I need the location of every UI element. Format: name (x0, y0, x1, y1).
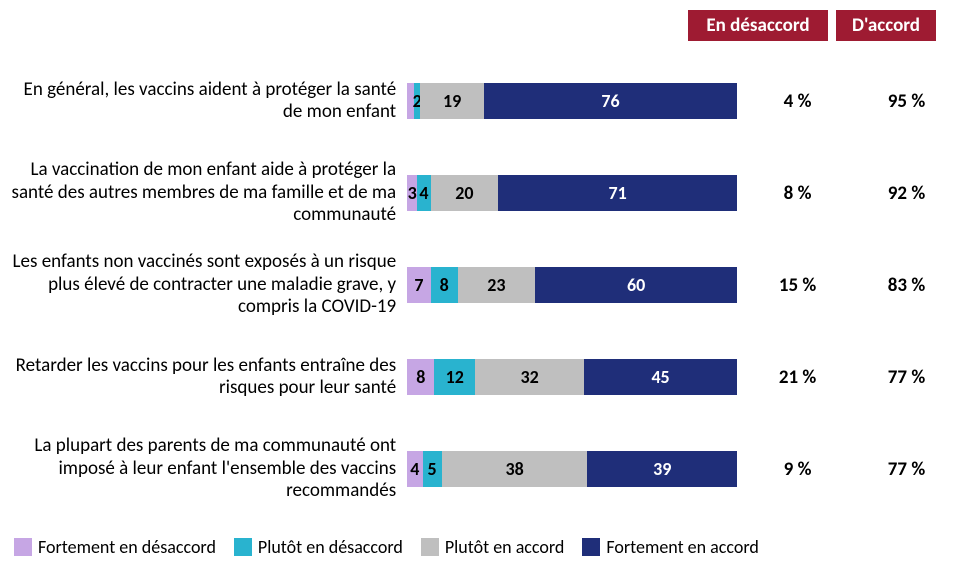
swatch-somewhat-disagree (234, 538, 252, 556)
seg-value: 60 (627, 274, 645, 296)
seg-value: 8 (440, 274, 449, 296)
legend-item-strongly-disagree: Fortement en désaccord (14, 536, 216, 558)
seg-value: 76 (601, 90, 619, 112)
chart-row: La vaccination de mon enfant aide à prot… (0, 147, 956, 239)
seg-value: 5 (428, 458, 437, 480)
chart-row: La plupart des parents de ma communauté … (0, 423, 956, 515)
swatch-somewhat-agree (421, 538, 439, 556)
legend-item-somewhat-agree: Plutôt en accord (421, 536, 565, 558)
seg-strongly-disagree: 3 (407, 175, 417, 211)
chart-row: Les enfants non vaccinés sont exposés à … (0, 239, 956, 331)
net-disagree: 8 % (738, 182, 857, 205)
legend-label: Plutôt en accord (445, 536, 565, 558)
seg-somewhat-agree: 38 (442, 451, 588, 487)
seg-somewhat-agree: 32 (475, 359, 584, 395)
net-disagree: 21 % (738, 366, 857, 389)
seg-value: 4 (410, 458, 419, 480)
row-label: Les enfants non vaccinés sont exposés à … (0, 251, 406, 318)
bar-track: 8 12 32 45 (406, 358, 738, 396)
seg-value: 12 (446, 366, 464, 388)
chart-container: En désaccord D'accord En général, les va… (0, 0, 956, 570)
net-disagree: 15 % (738, 274, 857, 297)
bar-track: 7 8 23 60 (406, 266, 738, 304)
header-disagree-badge: En désaccord (688, 10, 828, 41)
row-label: En général, les vaccins aident à protége… (0, 79, 406, 124)
header-row: En désaccord D'accord (0, 10, 956, 41)
chart-rows: En général, les vaccins aident à protége… (0, 55, 956, 515)
seg-somewhat-disagree: 8 (431, 267, 458, 303)
seg-strongly-agree: 60 (535, 267, 737, 303)
seg-somewhat-agree: 23 (458, 267, 535, 303)
net-agree: 77 % (857, 366, 956, 389)
net-disagree: 4 % (738, 90, 857, 113)
seg-value: 23 (487, 274, 505, 296)
bar-track: 2 19 76 (406, 82, 738, 120)
legend-label: Fortement en désaccord (38, 536, 216, 558)
seg-somewhat-disagree: 4 (417, 175, 430, 211)
seg-value: 7 (414, 274, 423, 296)
seg-strongly-agree: 39 (587, 451, 737, 487)
chart-row: En général, les vaccins aident à protége… (0, 55, 956, 147)
row-label: La plupart des parents de ma communauté … (0, 435, 406, 502)
seg-value: 3 (408, 182, 417, 204)
seg-somewhat-disagree: 5 (423, 451, 442, 487)
chart-row: Retarder les vaccins pour les enfants en… (0, 331, 956, 423)
net-agree: 77 % (857, 458, 956, 481)
seg-value: 19 (443, 90, 461, 112)
row-label: La vaccination de mon enfant aide à prot… (0, 159, 406, 226)
bar-track: 4 5 38 39 (406, 450, 738, 488)
seg-value: 8 (416, 366, 425, 388)
net-agree: 83 % (857, 274, 956, 297)
seg-strongly-disagree: 8 (407, 359, 434, 395)
net-disagree: 9 % (738, 458, 857, 481)
seg-value: 4 (419, 182, 428, 204)
legend-item-strongly-agree: Fortement en accord (582, 536, 758, 558)
seg-value: 32 (520, 366, 538, 388)
net-agree: 95 % (857, 90, 956, 113)
swatch-strongly-disagree (14, 538, 32, 556)
seg-somewhat-agree: 19 (420, 83, 483, 119)
bar-track: 3 4 20 71 (406, 174, 738, 212)
legend: Fortement en désaccord Plutôt en désacco… (4, 526, 765, 558)
seg-strongly-agree: 71 (498, 175, 737, 211)
net-agree: 92 % (857, 182, 956, 205)
row-label: Retarder les vaccins pour les enfants en… (0, 355, 406, 400)
seg-somewhat-agree: 20 (431, 175, 498, 211)
seg-somewhat-disagree: 2 (414, 83, 421, 119)
seg-value: 20 (455, 182, 473, 204)
legend-item-somewhat-disagree: Plutôt en désaccord (234, 536, 403, 558)
seg-strongly-agree: 76 (484, 83, 737, 119)
legend-label: Plutôt en désaccord (258, 536, 403, 558)
seg-strongly-disagree: 7 (407, 267, 431, 303)
seg-strongly-agree: 45 (584, 359, 737, 395)
seg-value: 71 (608, 182, 626, 204)
seg-somewhat-disagree: 12 (434, 359, 475, 395)
seg-value: 39 (653, 458, 671, 480)
header-agree-badge: D'accord (836, 10, 936, 41)
seg-value: 45 (651, 366, 669, 388)
seg-strongly-disagree: 4 (407, 451, 422, 487)
legend-label: Fortement en accord (606, 536, 758, 558)
seg-value: 38 (505, 458, 523, 480)
swatch-strongly-agree (582, 538, 600, 556)
